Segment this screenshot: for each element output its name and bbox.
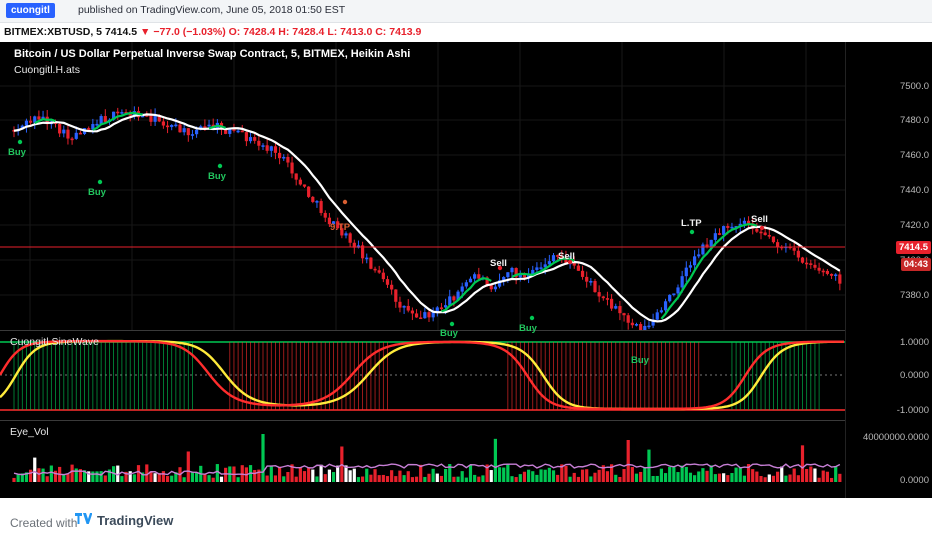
high-label: H: — [278, 26, 290, 38]
price-tick: 7380.0 — [899, 290, 929, 301]
signal-label-buy: Buy — [88, 187, 106, 198]
tradingview-logo[interactable]: TradingView — [75, 513, 173, 528]
symbol-label[interactable]: BITMEX:XBTUSD, 5 — [4, 26, 103, 38]
change-value: −77.0 (−1.03%) — [153, 26, 226, 38]
price-pane-indicator-title[interactable]: Cuongitl.H.ats — [14, 64, 80, 76]
open-label: O: — [228, 26, 241, 38]
sinewave-pane-title[interactable]: Cuongitl.SineWave — [10, 336, 99, 348]
tradingview-mark-icon — [75, 513, 92, 524]
volume-tick: 0.0000 — [899, 475, 929, 486]
author-badge[interactable]: cuongitl — [6, 3, 55, 18]
signal-label-buy: Buy — [8, 147, 26, 158]
price-tick: 7500.0 — [899, 81, 929, 92]
sinewave-tick: -1.0000 — [896, 405, 929, 416]
signal-label-buy: Buy — [208, 171, 226, 182]
signal-label-sell: Sell — [751, 214, 768, 225]
signal-label-buy: Buy — [440, 328, 458, 339]
plot-svg — [0, 42, 845, 498]
bar-countdown-tag: 04:43 — [900, 258, 931, 271]
pane-divider-1 — [0, 330, 845, 331]
signal-label-sell: Sell — [558, 251, 575, 262]
price-tick: 7480.0 — [899, 115, 929, 126]
sinewave-tick: 0.0000 — [899, 370, 929, 381]
chart-title: Bitcoin / US Dollar Perpetual Inverse Sw… — [14, 48, 411, 60]
signal-label-buy: Buy — [519, 323, 537, 334]
quote-line: BITMEX:XBTUSD, 5 7414.5 ▼ −77.0 (−1.03%)… — [4, 26, 421, 38]
price-axis[interactable]: 7500.07480.07460.07440.07420.07400.07380… — [845, 42, 932, 498]
close-value: 7413.9 — [389, 26, 422, 38]
change-arrow-icon: ▼ — [139, 26, 151, 38]
high-value: 7428.4 — [292, 26, 325, 38]
created-with-label: Created with — [10, 516, 78, 530]
footer: Created with TradingView — [0, 498, 932, 550]
signal-label-sell: Sell — [490, 258, 507, 269]
pane-divider-2 — [0, 420, 845, 421]
price-tick: 7440.0 — [899, 185, 929, 196]
open-value: 7428.4 — [243, 26, 276, 38]
volume-pane-title[interactable]: Eye_Vol — [10, 426, 49, 438]
publish-text: published on TradingView.com, June 05, 2… — [78, 4, 346, 16]
publish-bar: cuongitl published on TradingView.com, J… — [0, 0, 932, 23]
low-value: 7413.0 — [340, 26, 373, 38]
volume-tick: 40000000.0000 — [862, 432, 929, 443]
signal-label-tp: L.TP — [681, 218, 702, 229]
close-label: C: — [375, 26, 387, 38]
plot-area[interactable]: Cuongitl.H.ats Cuongitl.SineWave Eye_Vol… — [0, 42, 845, 498]
signal-label-note: 9.TP — [330, 222, 351, 233]
tradingview-wordmark: TradingView — [97, 513, 174, 528]
last-price: 7414.5 — [104, 26, 138, 38]
chart-canvas[interactable]: Cuongitl.H.ats Cuongitl.SineWave Eye_Vol… — [0, 42, 932, 535]
price-tick: 7460.0 — [899, 150, 929, 161]
price-tick: 7420.0 — [899, 220, 929, 231]
sinewave-tick: 1.0000 — [899, 337, 929, 348]
low-label: L: — [327, 26, 338, 38]
signal-label-buy: Buy — [631, 355, 649, 366]
current-price-tag: 7414.5 — [895, 241, 931, 254]
